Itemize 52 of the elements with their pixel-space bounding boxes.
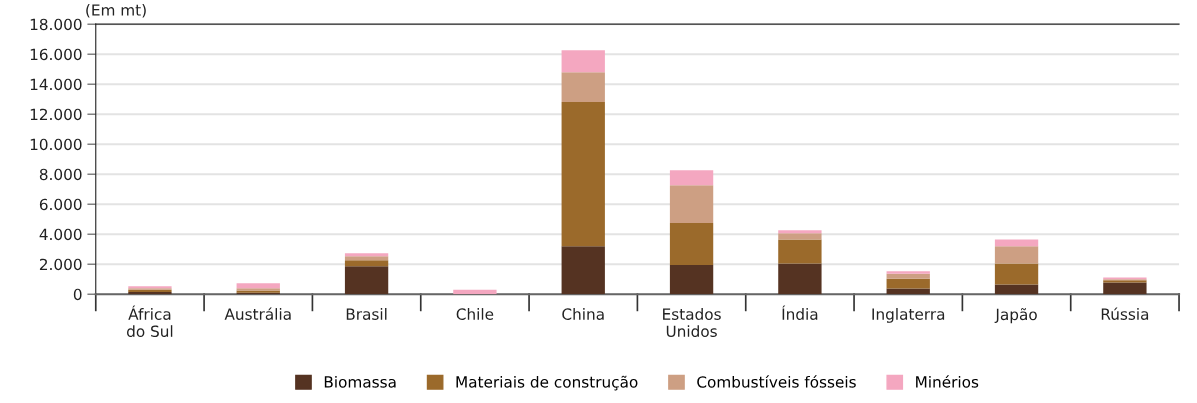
legend-label: Minérios bbox=[916, 375, 979, 388]
x-tick-label: Brasil bbox=[346, 308, 387, 320]
y-tick-label: 0 bbox=[73, 288, 82, 301]
bar bbox=[886, 288, 930, 295]
bar bbox=[778, 263, 822, 295]
x-tick-label: China bbox=[562, 308, 604, 320]
bar bbox=[669, 222, 714, 265]
bar bbox=[994, 239, 1039, 247]
y-tick-label: 14.000 bbox=[30, 78, 82, 91]
bar bbox=[994, 263, 1039, 285]
bar bbox=[344, 260, 389, 267]
bar bbox=[561, 101, 605, 247]
y-axis-title: (Em mt) bbox=[86, 4, 146, 18]
bar bbox=[886, 273, 930, 279]
y-tick-label: 12.000 bbox=[30, 108, 82, 121]
bar bbox=[778, 239, 822, 264]
x-tick-label: Rússia bbox=[1101, 307, 1149, 320]
legend-label: Biomassa bbox=[324, 375, 396, 388]
legend-label: Materiais de construção bbox=[456, 375, 638, 391]
bar bbox=[344, 256, 389, 261]
bar bbox=[994, 246, 1039, 264]
x-tick-label: Austrália bbox=[224, 307, 291, 320]
bar bbox=[561, 50, 605, 73]
x-tick-label: Chile bbox=[456, 308, 494, 320]
bar bbox=[344, 253, 389, 257]
y-tick-label: 6.000 bbox=[39, 198, 82, 211]
bar bbox=[1103, 282, 1147, 295]
bar bbox=[344, 266, 389, 295]
bar bbox=[669, 264, 714, 295]
y-tick-label: 10.000 bbox=[30, 138, 82, 151]
x-tick-label: África do Sul bbox=[127, 305, 173, 338]
x-tick-label: Estados Unidos bbox=[663, 308, 721, 338]
bar bbox=[561, 246, 605, 295]
bar bbox=[778, 230, 822, 234]
y-tick-label: 16.000 bbox=[30, 48, 82, 61]
bar bbox=[236, 283, 280, 289]
x-tick-label: Inglaterra bbox=[872, 308, 945, 323]
bar bbox=[886, 278, 930, 289]
bar bbox=[561, 72, 605, 102]
bar bbox=[994, 284, 1039, 295]
y-tick-label: 18.000 bbox=[30, 18, 82, 31]
x-tick-label: Japão bbox=[994, 308, 1037, 324]
y-tick-label: 4.000 bbox=[39, 228, 82, 241]
bar bbox=[453, 289, 497, 295]
bar bbox=[669, 170, 714, 186]
y-tick-label: 8.000 bbox=[39, 168, 82, 181]
bar bbox=[886, 271, 930, 274]
x-tick-label: Índia bbox=[782, 305, 818, 320]
bar bbox=[778, 233, 822, 240]
legend-label: Combustíveis fósseis bbox=[697, 375, 856, 388]
bar bbox=[669, 185, 714, 223]
y-tick-label: 2.000 bbox=[39, 258, 82, 271]
